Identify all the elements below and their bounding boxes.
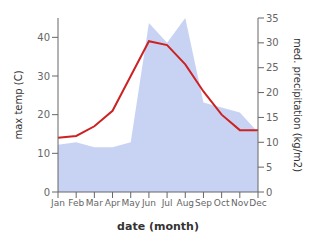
svg-text:15: 15 — [266, 112, 279, 123]
svg-text:20: 20 — [37, 109, 50, 120]
svg-text:30: 30 — [266, 37, 279, 48]
svg-text:max temp (C): max temp (C) — [13, 70, 24, 139]
svg-text:Mar: Mar — [86, 198, 103, 208]
svg-text:Jul: Jul — [161, 198, 173, 208]
svg-text:Sep: Sep — [195, 198, 212, 208]
svg-text:Oct: Oct — [214, 198, 230, 208]
svg-text:5: 5 — [266, 162, 272, 173]
svg-text:med. precipitation (kg/m2): med. precipitation (kg/m2) — [292, 38, 303, 172]
svg-text:0: 0 — [44, 187, 50, 198]
svg-text:25: 25 — [266, 62, 279, 73]
svg-text:Nov: Nov — [231, 198, 249, 208]
svg-text:10: 10 — [37, 148, 50, 159]
svg-text:10: 10 — [266, 137, 279, 148]
svg-text:May: May — [121, 198, 140, 208]
svg-text:Apr: Apr — [105, 198, 121, 208]
svg-text:0: 0 — [266, 187, 272, 198]
svg-text:35: 35 — [266, 13, 279, 24]
svg-text:Feb: Feb — [68, 198, 84, 208]
svg-text:20: 20 — [266, 87, 279, 98]
svg-text:Jun: Jun — [141, 198, 156, 208]
svg-text:30: 30 — [37, 71, 50, 82]
svg-text:Aug: Aug — [176, 198, 194, 208]
svg-text:date (month): date (month) — [117, 220, 199, 233]
svg-text:Jan: Jan — [50, 198, 65, 208]
svg-text:40: 40 — [37, 32, 50, 43]
svg-text:Dec: Dec — [249, 198, 266, 208]
